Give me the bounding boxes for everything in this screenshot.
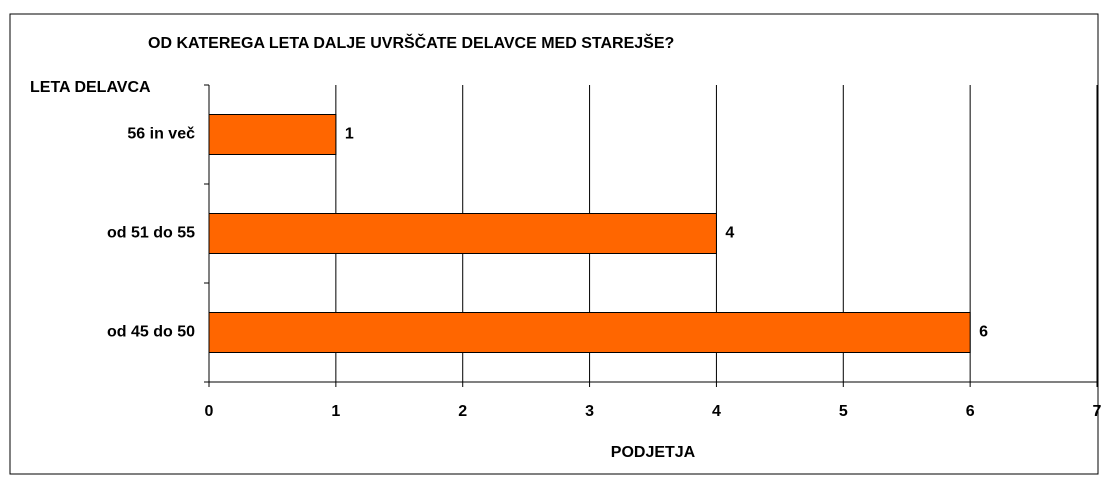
y-axis-label: LETA DELAVCA (30, 79, 151, 96)
x-tick-label: 1 (331, 403, 340, 420)
x-tick-label: 4 (712, 403, 721, 420)
chart-title: OD KATEREGA LETA DALJE UVRŠČATE DELAVCE … (148, 33, 674, 52)
y-tick-label: od 51 do 55 (107, 225, 195, 242)
data-label: 1 (345, 126, 354, 143)
data-label: 6 (979, 324, 988, 341)
bar (208, 213, 717, 254)
x-tick-label: 0 (205, 403, 214, 420)
x-tick-label: 5 (839, 403, 848, 420)
x-tick-label: 2 (458, 403, 467, 420)
x-tick-label: 3 (585, 403, 594, 420)
x-tick-label: 6 (966, 403, 975, 420)
y-tick-label: od 45 do 50 (107, 324, 195, 341)
data-label: 4 (725, 225, 734, 242)
x-tick-label: 7 (1093, 403, 1102, 420)
bar (208, 114, 337, 155)
bar (208, 312, 971, 353)
x-axis-label: PODJETJA (611, 444, 696, 461)
y-tick-label: 56 in več (127, 126, 195, 143)
